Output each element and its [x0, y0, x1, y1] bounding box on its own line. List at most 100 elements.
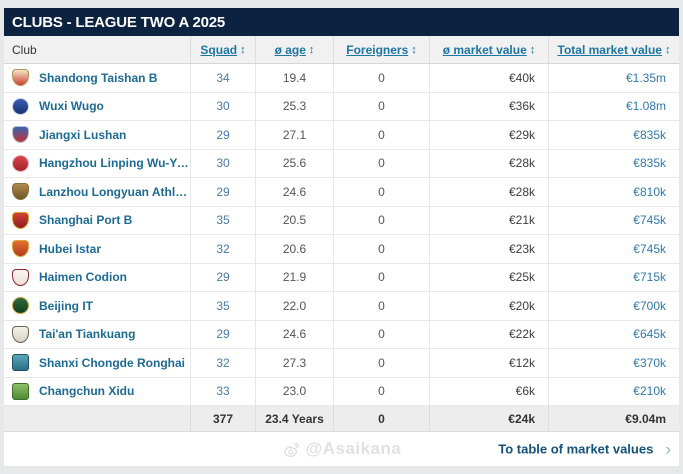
foreigners-cell: 0: [333, 292, 429, 320]
avg-market-value-cell: €36k: [429, 92, 548, 120]
avg-age-cell: 25.3: [255, 92, 333, 120]
avg-market-value-cell: €12k: [429, 349, 548, 377]
club-badge-icon: [12, 126, 29, 144]
sort-icon[interactable]: ↕: [308, 43, 315, 56]
club-cell: Shanghai Port B: [4, 207, 190, 235]
club-link[interactable]: Hubei Istar: [39, 241, 102, 256]
club-badge-icon: [12, 382, 29, 400]
club-badge-icon: [12, 183, 29, 201]
totals-foreigners-cell: 0: [333, 406, 429, 431]
club-badge-icon: [12, 97, 29, 115]
foreigners-cell: 0: [333, 235, 429, 263]
table-row: Lanzhou Longyuan Athletic 29 24.6 0 €28k…: [4, 178, 679, 207]
squad-cell: 29: [190, 320, 255, 348]
club-link[interactable]: Beijing IT: [39, 298, 93, 313]
market-values-link[interactable]: To table of market values ›: [498, 441, 671, 458]
club-badge-icon: [12, 268, 29, 286]
market-values-link-label[interactable]: To table of market values: [498, 441, 654, 457]
table-row: Shanxi Chongde Ronghai 32 27.3 0 €12k €3…: [4, 349, 679, 378]
club-badge-icon: [12, 211, 29, 229]
foreigners-cell: 0: [333, 206, 429, 234]
foreigners-cell: 0: [333, 92, 429, 120]
chevron-right-icon: ›: [665, 439, 671, 459]
foreigners-cell: 0: [333, 263, 429, 291]
total-market-value-cell: €1.35m: [548, 64, 679, 92]
avg-age-cell: 24.6: [255, 320, 333, 348]
watermark: @Asaikana: [282, 439, 402, 459]
club-badge-icon: [12, 69, 29, 87]
squad-cell: 29: [190, 263, 255, 291]
column-header-total-market-value-label[interactable]: Total market value: [557, 42, 662, 57]
club-link[interactable]: Shanghai Port B: [39, 213, 133, 228]
table-row: Shandong Taishan B 34 19.4 0 €40k €1.35m: [4, 64, 679, 93]
column-header-foreigners[interactable]: Foreigners ↕: [333, 36, 429, 63]
squad-cell: 30: [190, 149, 255, 177]
sort-icon[interactable]: ↕: [529, 43, 536, 56]
avg-age-cell: 19.4: [255, 64, 333, 92]
clubs-module: CLUBS - LEAGUE TWO A 2025 Club Squad ↕ ø…: [4, 8, 679, 466]
column-header-avg-market-value-label[interactable]: ø market value: [442, 42, 527, 57]
column-header-total-market-value[interactable]: Total market value ↕: [548, 36, 679, 63]
club-badge-icon: [12, 154, 29, 172]
club-badge-icon: [12, 354, 29, 372]
avg-age-cell: 27.1: [255, 121, 333, 149]
foreigners-cell: 0: [333, 377, 429, 405]
sort-icon[interactable]: ↕: [664, 43, 671, 56]
foreigners-cell: 0: [333, 178, 429, 206]
avg-age-cell: 24.6: [255, 178, 333, 206]
avg-age-cell: 22.0: [255, 292, 333, 320]
club-link[interactable]: Jiangxi Lushan: [39, 127, 127, 142]
club-link[interactable]: Changchun Xidu: [39, 384, 135, 399]
squad-cell: 30: [190, 92, 255, 120]
foreigners-cell: 0: [333, 121, 429, 149]
club-cell: Changchun Xidu: [4, 378, 190, 406]
total-market-value-cell: €745k: [548, 206, 679, 234]
sort-icon[interactable]: ↕: [240, 43, 246, 56]
club-link[interactable]: Tai'an Tiankuang: [39, 327, 136, 342]
avg-age-cell: 20.6: [255, 235, 333, 263]
total-market-value-cell: €370k: [548, 349, 679, 377]
column-header-squad[interactable]: Squad ↕: [190, 36, 255, 63]
squad-cell: 32: [190, 235, 255, 263]
club-link[interactable]: Haimen Codion: [39, 270, 128, 285]
avg-market-value-cell: €21k: [429, 206, 548, 234]
totals-total-market-value-cell: €9.04m: [548, 406, 679, 431]
club-link[interactable]: Hangzhou Linping Wu-Yue: [39, 156, 190, 171]
page-title: CLUBS - LEAGUE TWO A 2025: [12, 13, 226, 31]
avg-market-value-cell: €25k: [429, 263, 548, 291]
totals-avg-market-value-cell: €24k: [429, 406, 548, 431]
club-cell: Hangzhou Linping Wu-Yue: [4, 150, 190, 178]
club-link[interactable]: Lanzhou Longyuan Athletic: [39, 184, 190, 199]
squad-cell: 29: [190, 178, 255, 206]
avg-market-value-cell: €20k: [429, 292, 548, 320]
module-title-bar: CLUBS - LEAGUE TWO A 2025: [4, 8, 679, 36]
table-row: Tai'an Tiankuang 29 24.6 0 €22k €645k: [4, 320, 679, 349]
avg-market-value-cell: €28k: [429, 149, 548, 177]
table-row: Haimen Codion 29 21.9 0 €25k €715k: [4, 263, 679, 292]
column-header-avg-market-value[interactable]: ø market value ↕: [429, 36, 548, 63]
column-header-avg-age-label[interactable]: ø age: [274, 42, 306, 57]
club-cell: Hubei Istar: [4, 235, 190, 263]
club-link[interactable]: Shanxi Chongde Ronghai: [39, 355, 185, 370]
column-header-squad-label[interactable]: Squad: [200, 42, 238, 57]
foreigners-cell: 0: [333, 149, 429, 177]
club-link[interactable]: Shandong Taishan B: [39, 70, 158, 85]
total-market-value-cell: €700k: [548, 292, 679, 320]
avg-market-value-cell: €28k: [429, 178, 548, 206]
column-header-foreigners-label[interactable]: Foreigners: [346, 42, 409, 57]
avg-age-cell: 21.9: [255, 263, 333, 291]
watermark-text: @Asaikana: [305, 439, 402, 458]
squad-cell: 32: [190, 349, 255, 377]
column-header-avg-age[interactable]: ø age ↕: [255, 36, 333, 63]
total-market-value-cell: €715k: [548, 263, 679, 291]
sort-icon[interactable]: ↕: [411, 43, 417, 56]
avg-age-cell: 25.6: [255, 149, 333, 177]
totals-avg-age-cell: 23.4 Years: [255, 406, 333, 431]
table-row: Hangzhou Linping Wu-Yue 30 25.6 0 €28k €…: [4, 149, 679, 178]
total-market-value-cell: €1.08m: [548, 92, 679, 120]
total-market-value-cell: €645k: [548, 320, 679, 348]
table-row: Wuxi Wugo 30 25.3 0 €36k €1.08m: [4, 92, 679, 121]
table-row: Hubei Istar 32 20.6 0 €23k €745k: [4, 235, 679, 264]
table-body: Shandong Taishan B 34 19.4 0 €40k €1.35m…: [4, 64, 679, 406]
club-link[interactable]: Wuxi Wugo: [39, 99, 104, 114]
